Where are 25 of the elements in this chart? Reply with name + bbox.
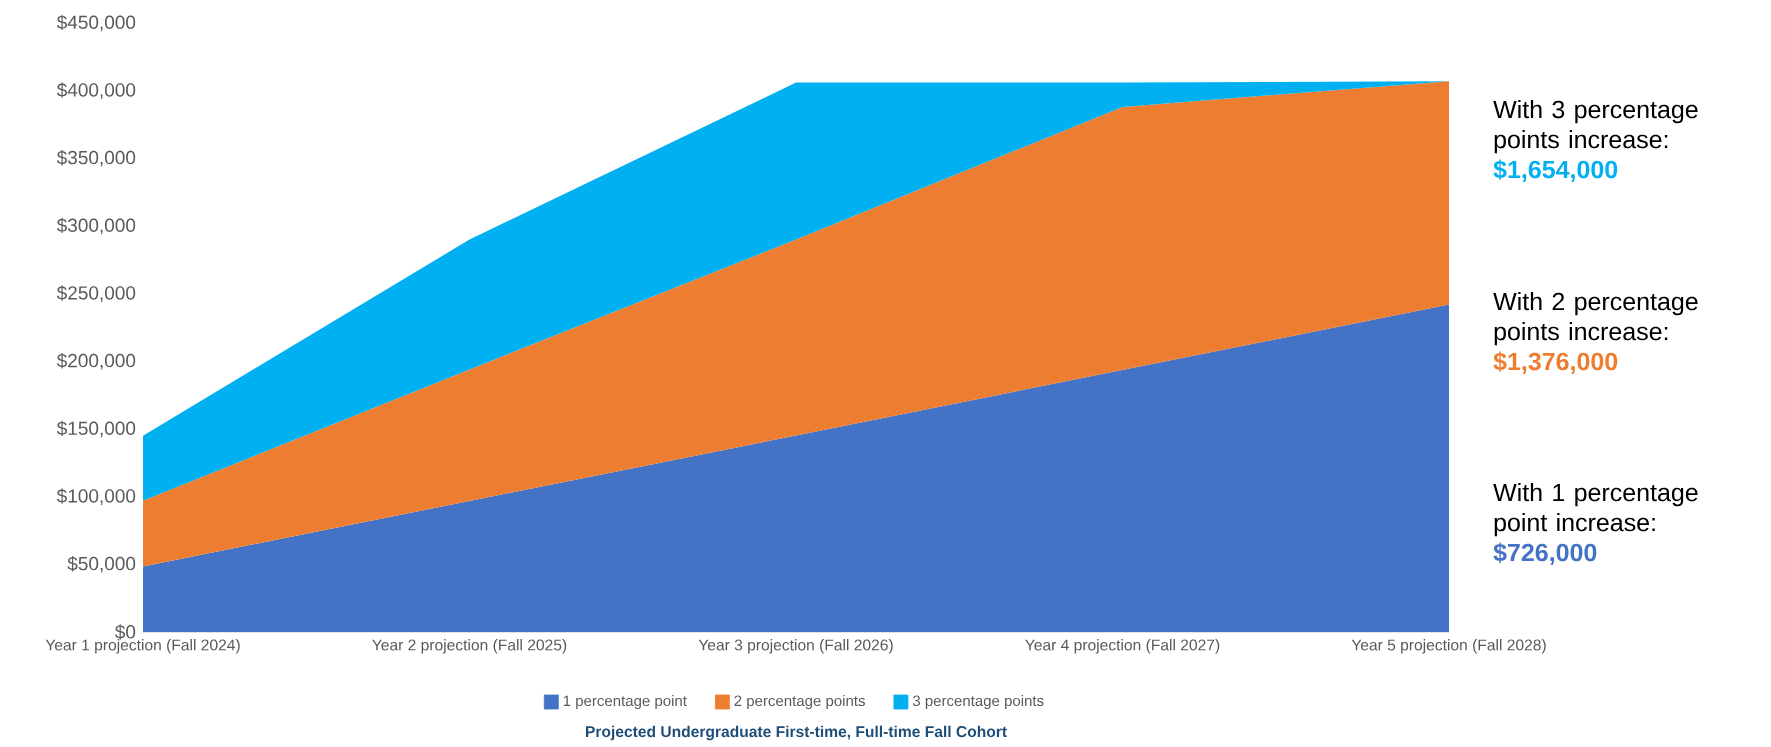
y-tick-label: $100,000 <box>56 488 136 505</box>
text: $1,376,000 <box>1493 351 1618 374</box>
y-tick-label: $200,000 <box>56 353 136 370</box>
y-tick-label: $250,000 <box>56 285 136 302</box>
x-tick-label: Year 3 projection (Fall 2026) <box>698 639 893 654</box>
legend-label: 3 percentage points <box>912 695 1044 710</box>
y-tick-label: $300,000 <box>56 217 136 235</box>
x-tick-label: Year 4 projection (Fall 2027) <box>1025 639 1220 654</box>
y-tick-label: $150,000 <box>56 420 136 438</box>
y-tick-label: $350,000 <box>56 150 136 167</box>
x-tick-label: Year 1 projection (Fall 2024) <box>45 639 240 654</box>
text: With 3 percentage points increase: <box>1493 99 1698 154</box>
y-tick-label: $50,000 <box>67 556 136 573</box>
y-tick-label: $400,000 <box>56 82 136 99</box>
text: Projected Undergraduate First-time, Full-time Fall Cohort <box>585 725 1007 741</box>
text: With 1 percentage point increase: <box>1493 482 1698 537</box>
legend-label: 2 percentage points <box>734 695 865 710</box>
y-tick-label: $0 <box>115 624 136 640</box>
x-tick-label: Year 2 projection (Fall 2025) <box>372 639 567 654</box>
text: $1,654,000 <box>1493 159 1618 182</box>
y-tick-label: $450,000 <box>56 14 136 32</box>
text: With 2 percentage points increase: <box>1493 291 1698 346</box>
text: $726,000 <box>1493 542 1597 565</box>
x-tick-label: Year 5 projection (Fall 2028) <box>1351 639 1546 654</box>
legend-label: 1 percentage point <box>563 695 687 710</box>
